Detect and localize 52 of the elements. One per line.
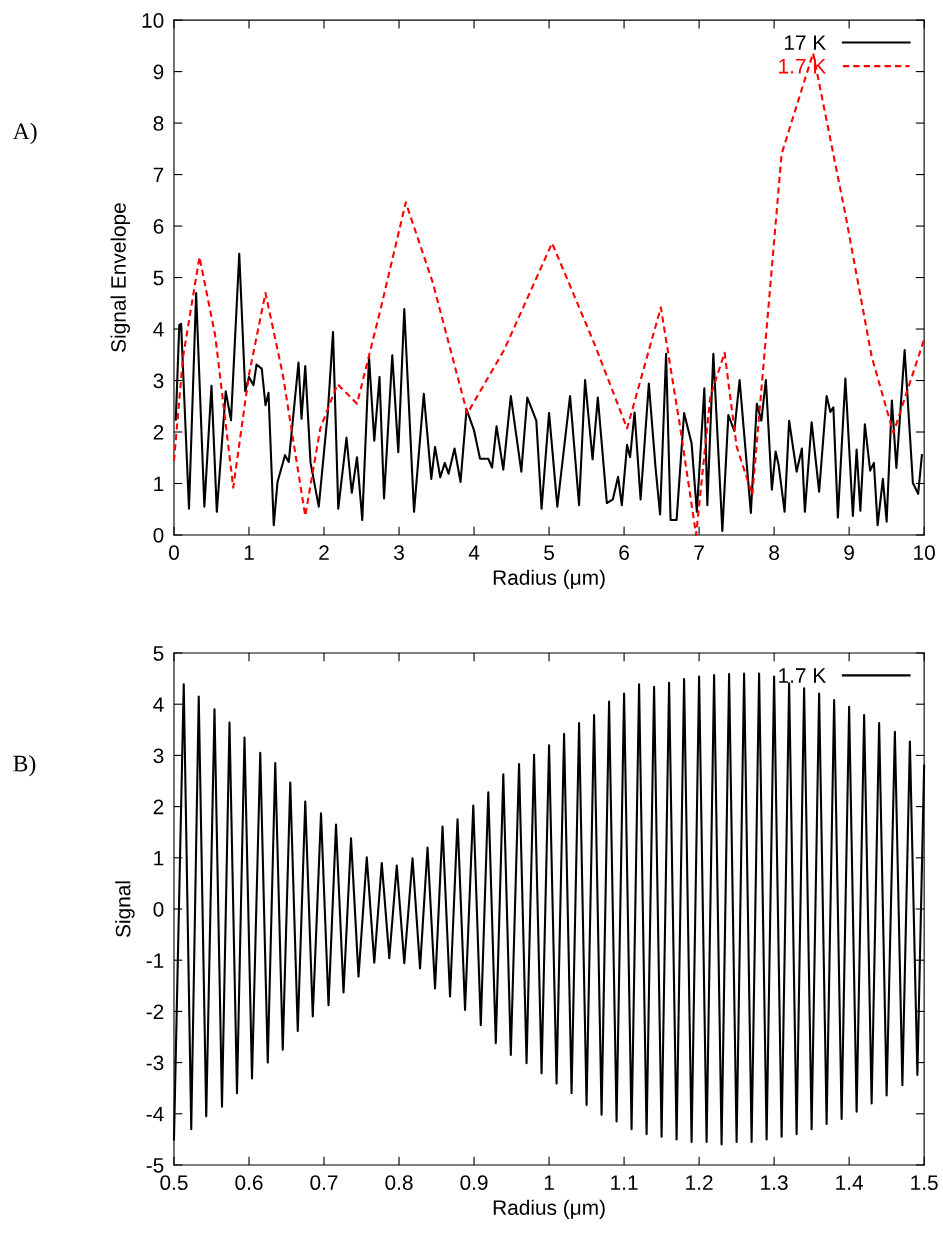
- x-tick-label: 5: [544, 545, 554, 560]
- x-tick-label: 8: [769, 545, 779, 560]
- y-tick-label: 1: [154, 476, 164, 492]
- text: B): [13, 754, 36, 777]
- y-tick-label: 9: [153, 64, 164, 80]
- text: A): [12, 122, 37, 145]
- x-tick-label: 1.4: [836, 1175, 863, 1190]
- x-axis-title: Radius (μm): [493, 569, 605, 590]
- x-tick-label: 9: [844, 545, 854, 560]
- x-tick-label: 2: [319, 545, 329, 560]
- x-tick-label: 0.9: [460, 1175, 488, 1191]
- x-tick-label: 4: [468, 545, 480, 560]
- y-axis-title: Signal: [115, 881, 135, 938]
- y-tick-label: -1: [146, 953, 164, 968]
- x-tick-label: 7: [694, 545, 704, 560]
- x-tick-label: 10: [914, 545, 935, 560]
- y-tick-label: 2: [153, 425, 164, 440]
- y-tick-label: 3: [153, 748, 164, 764]
- legend-label: 1.7 K: [779, 668, 826, 683]
- x-tick-label: 0.6: [235, 1175, 263, 1191]
- y-tick-label: 3: [153, 373, 164, 389]
- x-tick-label: 0.7: [310, 1175, 338, 1191]
- x-tick-label: 6: [619, 545, 629, 560]
- x-tick-label: 1.1: [611, 1175, 638, 1190]
- y-tick-label: -3: [146, 1055, 164, 1071]
- y-tick-label: 7: [153, 167, 164, 183]
- y-tick-label: 6: [153, 219, 164, 234]
- x-tick-label: 1.5: [911, 1175, 938, 1191]
- x-tick-label: 1: [544, 1175, 554, 1190]
- y-tick-label: 5: [153, 646, 164, 661]
- y-tick-label: 0: [153, 527, 164, 543]
- y-tick-label: 0: [153, 902, 164, 917]
- x-tick-label: 0.8: [385, 1175, 413, 1191]
- y-axis-title: Signal Envelope: [110, 203, 130, 352]
- x-axis-title: Radius (μm): [493, 1199, 605, 1220]
- y-tick-label: 4: [153, 322, 164, 337]
- y-tick-label: 8: [153, 116, 164, 131]
- y-tick-label: 5: [153, 270, 164, 286]
- x-tick-label: 1.2: [686, 1175, 713, 1190]
- x-tick-label: 1: [244, 545, 254, 560]
- y-tick-label: 1: [154, 851, 164, 866]
- x-tick-label: 3: [394, 545, 404, 560]
- x-tick-label: 1.3: [761, 1175, 788, 1191]
- x-tick-label: 0.5: [160, 1175, 188, 1191]
- y-tick-label: 10: [142, 13, 164, 28]
- legend-label: 17 K: [784, 35, 826, 50]
- x-tick-label: 0: [169, 545, 179, 560]
- y-tick-label: -2: [146, 1004, 164, 1019]
- y-tick-label: 2: [153, 799, 164, 815]
- y-tick-label: -4: [146, 1107, 164, 1122]
- y-tick-label: -5: [146, 1158, 164, 1173]
- y-tick-label: 4: [153, 697, 164, 712]
